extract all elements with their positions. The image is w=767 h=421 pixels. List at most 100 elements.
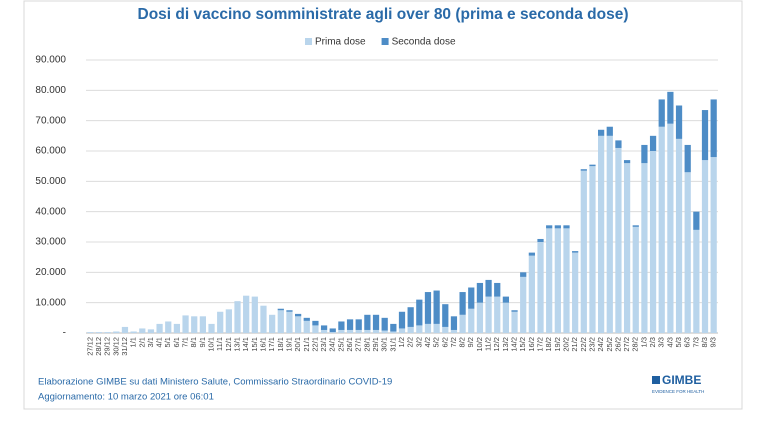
x-tick-label: 21/2 bbox=[570, 337, 579, 352]
legend-swatch bbox=[305, 38, 312, 45]
x-tick-label: 19/1 bbox=[284, 337, 293, 352]
update-note: Aggiornamento: 10 marzo 2021 ore 06:01 bbox=[38, 392, 214, 403]
x-tick-label: 4/3 bbox=[665, 337, 674, 347]
x-tick-label: 21/1 bbox=[302, 337, 311, 352]
bar-segment bbox=[364, 329, 371, 333]
bar-segment bbox=[684, 172, 691, 333]
bar-segment bbox=[623, 163, 631, 333]
bar-segment bbox=[693, 211, 700, 230]
bar-segment bbox=[398, 311, 406, 329]
bar-segment bbox=[156, 323, 163, 333]
x-tick-label: 12/2 bbox=[492, 337, 501, 352]
bar-segment bbox=[407, 326, 414, 333]
x-tick-label: 11/2 bbox=[484, 337, 493, 351]
x-tick-label: 11/1 bbox=[215, 337, 224, 351]
x-tick-label: 5/1 bbox=[163, 337, 172, 347]
bar-segment bbox=[580, 169, 587, 171]
bar-segment bbox=[165, 321, 172, 333]
x-tick-label: 28/12 bbox=[94, 337, 103, 356]
x-tick-label: 3/3 bbox=[657, 337, 666, 347]
bar-segment bbox=[381, 317, 388, 331]
bar-segment bbox=[294, 313, 302, 317]
x-tick-label: 26/2 bbox=[613, 337, 622, 352]
bar-segment bbox=[87, 332, 94, 333]
bar-segment bbox=[234, 301, 241, 333]
x-tick-label: 16/2 bbox=[527, 337, 536, 352]
bar-segment bbox=[623, 160, 631, 164]
bar-segment bbox=[554, 228, 561, 333]
bar-segment bbox=[476, 302, 484, 333]
bar-segment bbox=[546, 228, 553, 333]
x-tick-label: 23/2 bbox=[587, 337, 596, 352]
bar-segment bbox=[632, 225, 639, 227]
bar-segment bbox=[398, 328, 406, 333]
x-tick-label: 24/2 bbox=[596, 337, 605, 352]
y-tick-label: 80.000 bbox=[35, 85, 66, 96]
bar-segment bbox=[667, 91, 674, 124]
bar-segment bbox=[502, 302, 510, 333]
x-tick-label: 8/1 bbox=[189, 337, 198, 347]
bar-segment bbox=[641, 163, 648, 333]
x-tick-label: 31/12 bbox=[120, 337, 129, 356]
bar-segment bbox=[312, 320, 319, 326]
bar-segment bbox=[476, 282, 484, 303]
bar-segment bbox=[701, 110, 709, 161]
bar-segment bbox=[606, 135, 613, 333]
x-tick-label: 7/2 bbox=[449, 337, 458, 347]
y-tick-label: 50.000 bbox=[35, 176, 66, 187]
x-tick-label: 3/2 bbox=[414, 337, 423, 347]
bar-segment bbox=[675, 105, 683, 139]
bar-segment bbox=[416, 299, 423, 326]
bar-segment bbox=[130, 331, 137, 333]
x-tick-label: 15/1 bbox=[250, 337, 259, 352]
x-tick-label: 28/2 bbox=[631, 337, 640, 352]
bar-segment bbox=[139, 328, 146, 333]
bar-segment bbox=[520, 272, 527, 277]
bar-segment bbox=[407, 307, 414, 327]
x-tick-label: 27/12 bbox=[85, 337, 94, 356]
bar-segment bbox=[502, 296, 510, 303]
x-tick-label: 7/1 bbox=[181, 337, 190, 347]
bar-segment bbox=[208, 323, 215, 333]
bar-segment bbox=[546, 225, 553, 229]
bar-segment bbox=[191, 316, 198, 333]
bar-segment bbox=[338, 329, 345, 333]
bar-segment bbox=[450, 316, 458, 330]
bar-segment bbox=[329, 332, 336, 333]
bar-segment bbox=[286, 310, 293, 312]
x-tick-label: 9/3 bbox=[709, 337, 718, 347]
bar-segment bbox=[173, 323, 181, 333]
y-tick-label: 40.000 bbox=[35, 206, 66, 217]
chart-title: Dosi di vaccino somministrate agli over … bbox=[138, 6, 629, 23]
bar-segment bbox=[355, 319, 362, 330]
bar-segment bbox=[251, 296, 258, 333]
bar-segment bbox=[303, 317, 310, 321]
bar-segment bbox=[572, 251, 579, 253]
bar-segment bbox=[294, 316, 302, 333]
x-tick-label: 1/2 bbox=[397, 337, 406, 347]
y-tick-label: 10.000 bbox=[35, 297, 66, 308]
bar-segment bbox=[95, 332, 103, 333]
x-tick-label: 13/1 bbox=[232, 337, 241, 352]
bar-segment bbox=[563, 225, 570, 229]
x-tick-label: 27/1 bbox=[354, 337, 363, 352]
bar-segment bbox=[520, 276, 527, 333]
x-tick-label: 2/2 bbox=[406, 337, 415, 347]
x-tick-label: 1/1 bbox=[129, 337, 138, 347]
bar-segment bbox=[485, 296, 492, 333]
x-tick-label: 17/2 bbox=[536, 337, 545, 352]
x-tick-label: 19/2 bbox=[553, 337, 562, 352]
x-tick-label: 5/3 bbox=[674, 337, 683, 347]
bar-segment bbox=[580, 170, 587, 333]
bar-segment bbox=[442, 304, 449, 327]
x-tick-label: 24/1 bbox=[328, 337, 337, 352]
bar-segment bbox=[598, 129, 605, 136]
x-tick-label: 28/1 bbox=[362, 337, 371, 352]
x-tick-label: 6/2 bbox=[440, 337, 449, 347]
bar-segment bbox=[675, 138, 683, 333]
x-tick-label: 25/2 bbox=[605, 337, 614, 352]
x-tick-label: 9/1 bbox=[198, 337, 207, 347]
bar-segment bbox=[390, 323, 397, 332]
bar-segment bbox=[442, 326, 449, 333]
